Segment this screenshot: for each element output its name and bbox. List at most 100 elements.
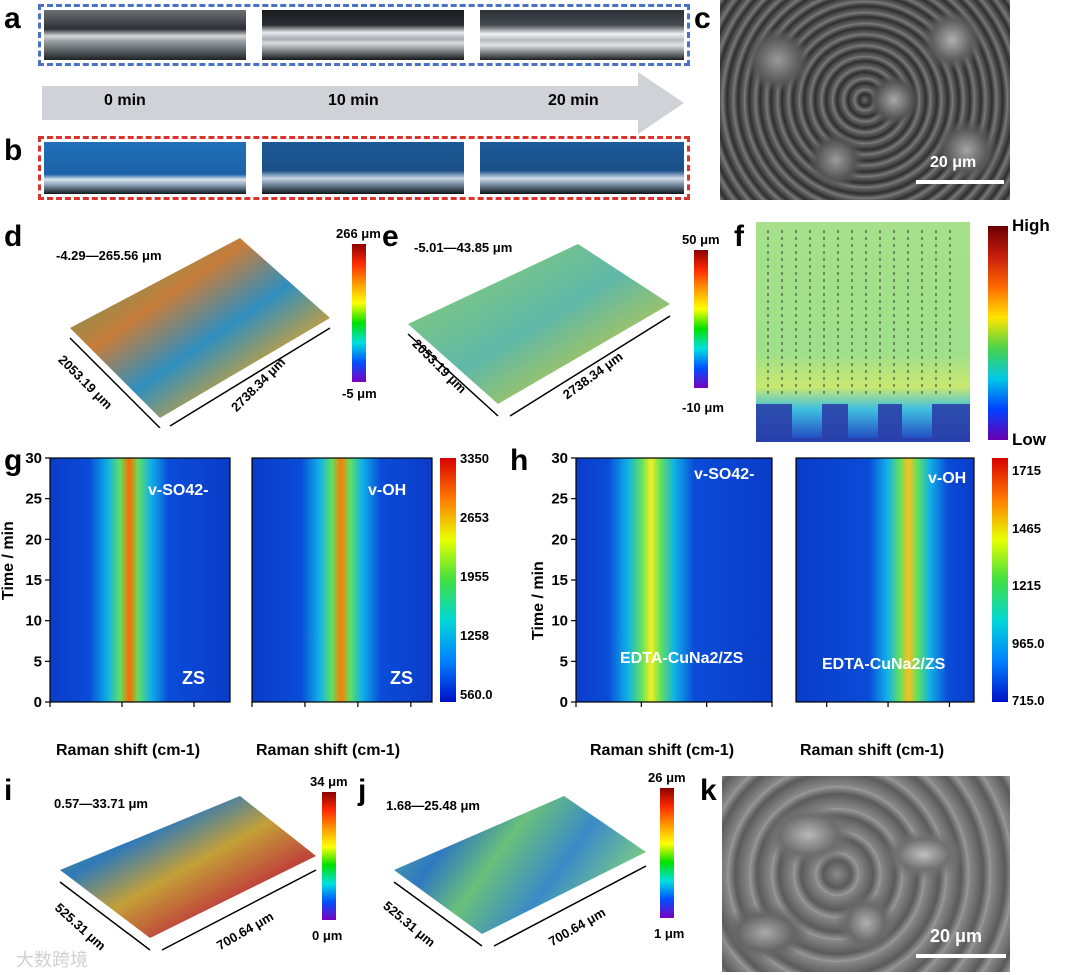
timeline-label-20min: 20 min bbox=[548, 92, 599, 109]
panel-f-cbar-low: Low bbox=[1012, 430, 1046, 449]
panel-label-d: d bbox=[4, 220, 23, 253]
panel-a-frame bbox=[38, 4, 690, 66]
h-right-annot-top: v-OH bbox=[928, 470, 967, 487]
h-colorbar bbox=[992, 458, 1008, 702]
ytick-label-h-left-1: 5 bbox=[560, 653, 568, 670]
panel-label-i: i bbox=[4, 774, 13, 807]
panel-label-h: h bbox=[510, 444, 529, 477]
ytick-label-h-left-0: 0 bbox=[560, 694, 568, 711]
panel-e-cbar-min: -10 μm bbox=[682, 400, 724, 415]
heatmap-g-right bbox=[252, 458, 432, 702]
ytick-label-h-left-2: 10 bbox=[551, 613, 568, 630]
colorbar-tick-h-cbar-ticks-1: 1465 bbox=[1012, 520, 1041, 536]
panel-j-cbar-max: 26 μm bbox=[648, 770, 686, 785]
panel-i-cbar-max: 34 μm bbox=[310, 774, 348, 789]
xtick-label-g-right-3: 3750 bbox=[394, 711, 427, 712]
panel-b-photo-20min bbox=[480, 142, 684, 194]
panel-j-range: 1.68—25.48 μm bbox=[386, 798, 480, 813]
panel-e-surface bbox=[407, 244, 671, 417]
ytick-label-g-left-6: 30 bbox=[25, 452, 42, 467]
panel-b-photo-0min bbox=[44, 142, 246, 194]
ytick-label-g-left-5: 25 bbox=[25, 491, 42, 508]
panel-c-scale-bar bbox=[916, 180, 1004, 184]
panel-d-surface bbox=[69, 238, 331, 428]
ytick-label-g-left-2: 10 bbox=[25, 613, 42, 630]
ytick-label-h-left-6: 30 bbox=[551, 452, 568, 467]
ytick-label-g-left-1: 5 bbox=[34, 653, 42, 670]
g-right-annot-top: v-OH bbox=[368, 482, 407, 499]
panel-i-colorbar bbox=[322, 792, 336, 920]
ytick-label-h-left-5: 25 bbox=[551, 491, 568, 508]
panel-e-range: -5.01—43.85 μm bbox=[414, 240, 513, 255]
xtick-label-g-left-1: 980 bbox=[109, 711, 134, 712]
panel-f-cbar-high: High bbox=[1012, 216, 1050, 235]
h-right-annot-bottom: EDTA-CuNa2/ZS bbox=[822, 656, 946, 673]
g-left-annot-bottom: ZS bbox=[182, 668, 206, 688]
panel-a-photo-20min bbox=[480, 10, 684, 60]
panel-f-simulation bbox=[756, 222, 970, 442]
panel-e-colorbar bbox=[694, 250, 708, 388]
timeline-label-10min: 10 min bbox=[328, 92, 379, 109]
panel-j-colorbar bbox=[660, 788, 674, 918]
xtick-label-g-right-2: 3500 bbox=[341, 711, 374, 712]
panel-label-c: c bbox=[694, 2, 711, 35]
xtick-label-h-left-3: 1020 bbox=[755, 711, 788, 712]
ytick-label-g-left-0: 0 bbox=[34, 694, 42, 711]
panel-label-e: e bbox=[382, 220, 399, 253]
panel-label-g: g bbox=[4, 444, 23, 477]
panel-i-surface bbox=[59, 796, 317, 951]
watermark: 大数跨境 bbox=[16, 950, 88, 970]
colorbar-tick-h-cbar-ticks-3: 965.0 bbox=[1012, 635, 1045, 651]
colorbar-tick-h-cbar-ticks-4: 715.0 bbox=[1012, 693, 1045, 708]
h-left-annot-top: v-SO42- bbox=[694, 466, 755, 483]
panel-j-cbar-min: 1 μm bbox=[654, 926, 685, 941]
xtick-label-h-left-2: 1000 bbox=[690, 711, 723, 712]
xtick-label-h-right-1: 3300 bbox=[871, 711, 904, 712]
g-right-xlabel: Raman shift (cm-1) bbox=[256, 742, 401, 759]
panel-k-sem-image: 20 μm bbox=[722, 776, 1010, 972]
panel-a-photo-10min bbox=[262, 10, 464, 60]
panel-k-scale-bar bbox=[916, 954, 1006, 958]
xtick-label-h-right-0: 3000 bbox=[810, 711, 843, 712]
heatmap-g-left bbox=[50, 458, 230, 702]
colorbar-tick-g-cbar-ticks-3: 1258 bbox=[460, 628, 489, 643]
g-right-annot-bottom: ZS bbox=[390, 668, 414, 688]
panel-j-surface bbox=[393, 796, 647, 947]
panel-label-b: b bbox=[4, 134, 23, 167]
xtick-label-h-right-2: 3600 bbox=[933, 711, 966, 712]
panel-i-range: 0.57—33.71 μm bbox=[54, 796, 148, 811]
panel-d-range: -4.29—265.56 μm bbox=[56, 248, 162, 263]
panel-b-photo-10min bbox=[262, 142, 464, 194]
xtick-label-h-left-0: 960 bbox=[563, 711, 588, 712]
h-right-xlabel: Raman shift (cm-1) bbox=[800, 742, 945, 759]
g-left-annot-top: v-SO42- bbox=[148, 482, 209, 499]
panel-label-f: f bbox=[734, 220, 744, 253]
h-left-annot-bottom: EDTA-CuNa2/ZS bbox=[620, 650, 744, 667]
colorbar-tick-h-cbar-ticks-2: 1215 bbox=[1012, 578, 1041, 593]
panel-label-a: a bbox=[4, 2, 21, 35]
g-left-xlabel: Raman shift (cm-1) bbox=[56, 742, 201, 759]
heatmap-h-right bbox=[796, 458, 974, 702]
panel-d-cbar-max: 266 μm bbox=[336, 226, 381, 241]
xtick-label-g-left-2: 1000 bbox=[177, 711, 210, 712]
xtick-label-g-right-0: 3000 bbox=[235, 711, 268, 712]
panel-c-scale-label: 20 μm bbox=[930, 154, 977, 171]
colorbar-tick-g-cbar-ticks-1: 2653 bbox=[460, 510, 489, 525]
ytick-label-h-left-4: 20 bbox=[551, 531, 568, 548]
colorbar-tick-g-cbar-ticks-2: 1955 bbox=[460, 569, 489, 584]
heatmap-h-left bbox=[576, 458, 772, 702]
xtick-label-g-left-0: 960 bbox=[37, 711, 62, 712]
timeline-arrow bbox=[42, 72, 684, 134]
panel-d-cbar-min: -5 μm bbox=[342, 386, 377, 401]
ytick-label-g-left-3: 15 bbox=[25, 572, 42, 589]
g-colorbar bbox=[440, 458, 456, 702]
panel-g-charts: 960 980 1000 0 5 10 15 20 25 30 3000 3250 3500 3750 bbox=[25, 452, 433, 712]
panel-f-colorbar bbox=[988, 226, 1008, 440]
panel-label-k: k bbox=[700, 774, 717, 807]
ytick-label-g-left-4: 20 bbox=[25, 531, 42, 548]
xtick-label-h-left-1: 980 bbox=[629, 711, 654, 712]
timeline-label-0min: 0 min bbox=[104, 92, 146, 109]
h-left-xlabel: Raman shift (cm-1) bbox=[590, 742, 735, 759]
panel-a-photo-0min bbox=[44, 10, 246, 60]
g-ylabel: Time / min bbox=[0, 521, 17, 600]
